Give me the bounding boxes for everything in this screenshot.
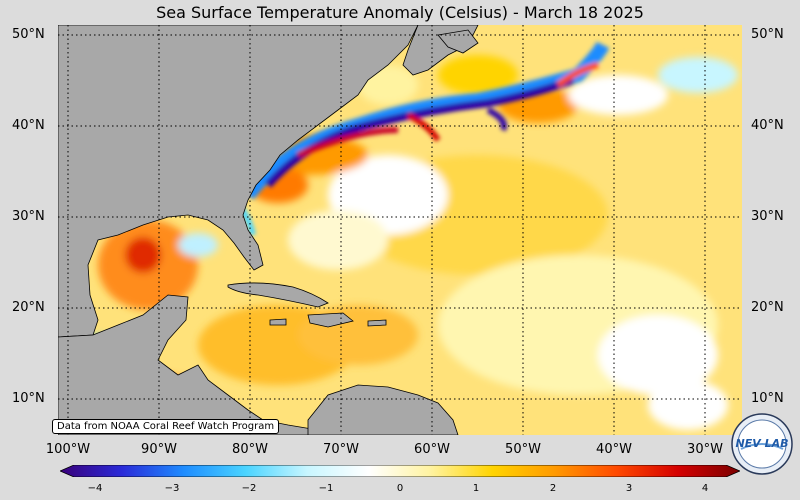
lat-label-30n-left: 30°N (12, 209, 45, 224)
lon-label-100w: 100°W (45, 442, 91, 457)
lat-label-40n-left: 40°N (12, 118, 45, 133)
lon-label-60w: 60°W (414, 442, 450, 457)
lat-label-20n-right: 20°N (751, 300, 784, 315)
colorbar-tick-minus4: −4 (87, 483, 103, 494)
colorbar-bar (58, 464, 742, 478)
colorbar (58, 462, 742, 478)
lat-label-10n-left: 10°N (12, 391, 45, 406)
colorbar-tick-minus1: −1 (318, 483, 334, 494)
map-title: Sea Surface Temperature Anomaly (Celsius… (156, 3, 644, 22)
sst-anomaly-map (58, 25, 742, 435)
colorbar-tick-minus2: −2 (241, 483, 257, 494)
nev-lab-logo: NEV LAB (731, 413, 793, 475)
colorbar-tick-1: 1 (472, 483, 480, 494)
data-credit: Data from NOAA Coral Reef Watch Program (52, 419, 280, 434)
lon-label-40w: 40°W (596, 442, 632, 457)
logo-text: NEV LAB (736, 437, 789, 450)
colorbar-graphic (58, 464, 742, 478)
lat-label-30n-right: 30°N (751, 209, 784, 224)
colorbar-tick-2: 2 (549, 483, 557, 494)
logo-graphic: NEV LAB (731, 413, 793, 475)
lat-label-50n-left: 50°N (12, 27, 45, 42)
gulf-stream-anomaly (235, 41, 610, 236)
land (58, 25, 479, 435)
graticule (58, 25, 742, 435)
map-canvas (58, 25, 742, 435)
lon-label-50w: 50°W (505, 442, 541, 457)
lon-label-70w: 70°W (323, 442, 359, 457)
lon-label-80w: 80°W (232, 442, 268, 457)
lat-label-20n-left: 20°N (12, 300, 45, 315)
colorbar-tick-3: 3 (625, 483, 633, 494)
lat-label-50n-right: 50°N (751, 27, 784, 42)
lon-label-30w: 30°W (687, 442, 723, 457)
colorbar-tick-0: 0 (396, 483, 404, 494)
lon-label-90w: 90°W (141, 442, 177, 457)
colorbar-tick-minus3: −3 (164, 483, 180, 494)
colorbar-tick-4: 4 (701, 483, 709, 494)
lat-label-10n-right: 10°N (751, 391, 784, 406)
lat-label-40n-right: 40°N (751, 118, 784, 133)
